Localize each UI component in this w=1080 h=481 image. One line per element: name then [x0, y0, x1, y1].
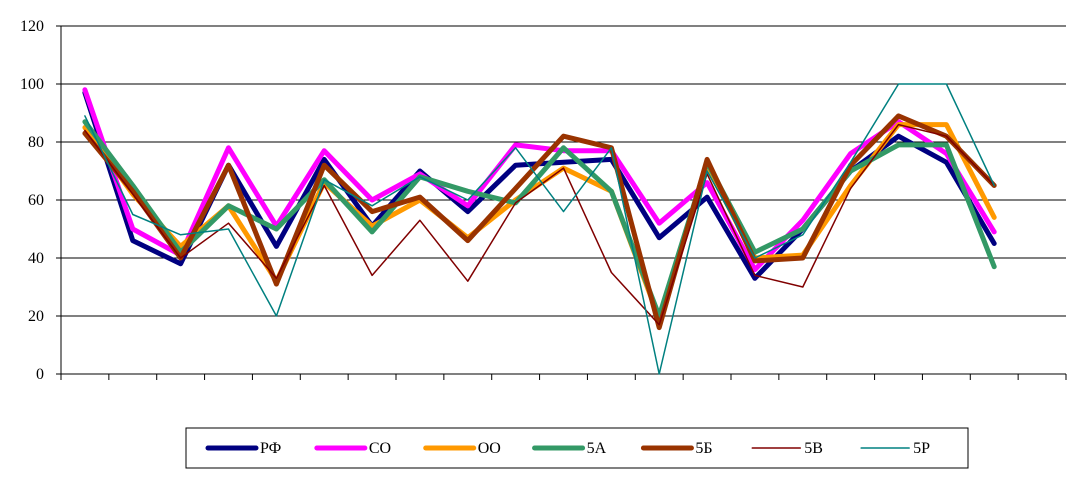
legend-label: 5А	[587, 440, 607, 457]
series-lines	[82, 83, 997, 375]
legend-label: 5В	[804, 440, 823, 457]
axes: 0 20 40 60 80 100 120	[20, 18, 1067, 383]
legend-label: ОО	[478, 440, 501, 457]
y-tick-label: 120	[20, 18, 44, 35]
legend: РФ СО ОО 5А 5Б 5В 5Р	[185, 427, 969, 469]
legend-label: 5Р	[913, 440, 930, 457]
legend-label: РФ	[260, 440, 281, 457]
y-tick-label: 100	[20, 76, 44, 93]
legend-label: 5Б	[695, 440, 712, 457]
y-tick-label: 80	[28, 134, 44, 151]
series-line-ОО	[82, 122, 997, 322]
series-line-5В	[84, 123, 995, 326]
y-tick-label: 0	[36, 366, 44, 383]
y-tick-label: 40	[28, 250, 44, 267]
legend-label: СО	[369, 440, 391, 457]
series-line-5Б	[82, 113, 997, 331]
series-line-5Р	[84, 83, 995, 375]
y-tick-label: 20	[28, 308, 44, 325]
y-tick-label: 60	[28, 192, 44, 209]
gridlines	[61, 25, 1066, 317]
series-line-СО	[82, 87, 997, 273]
